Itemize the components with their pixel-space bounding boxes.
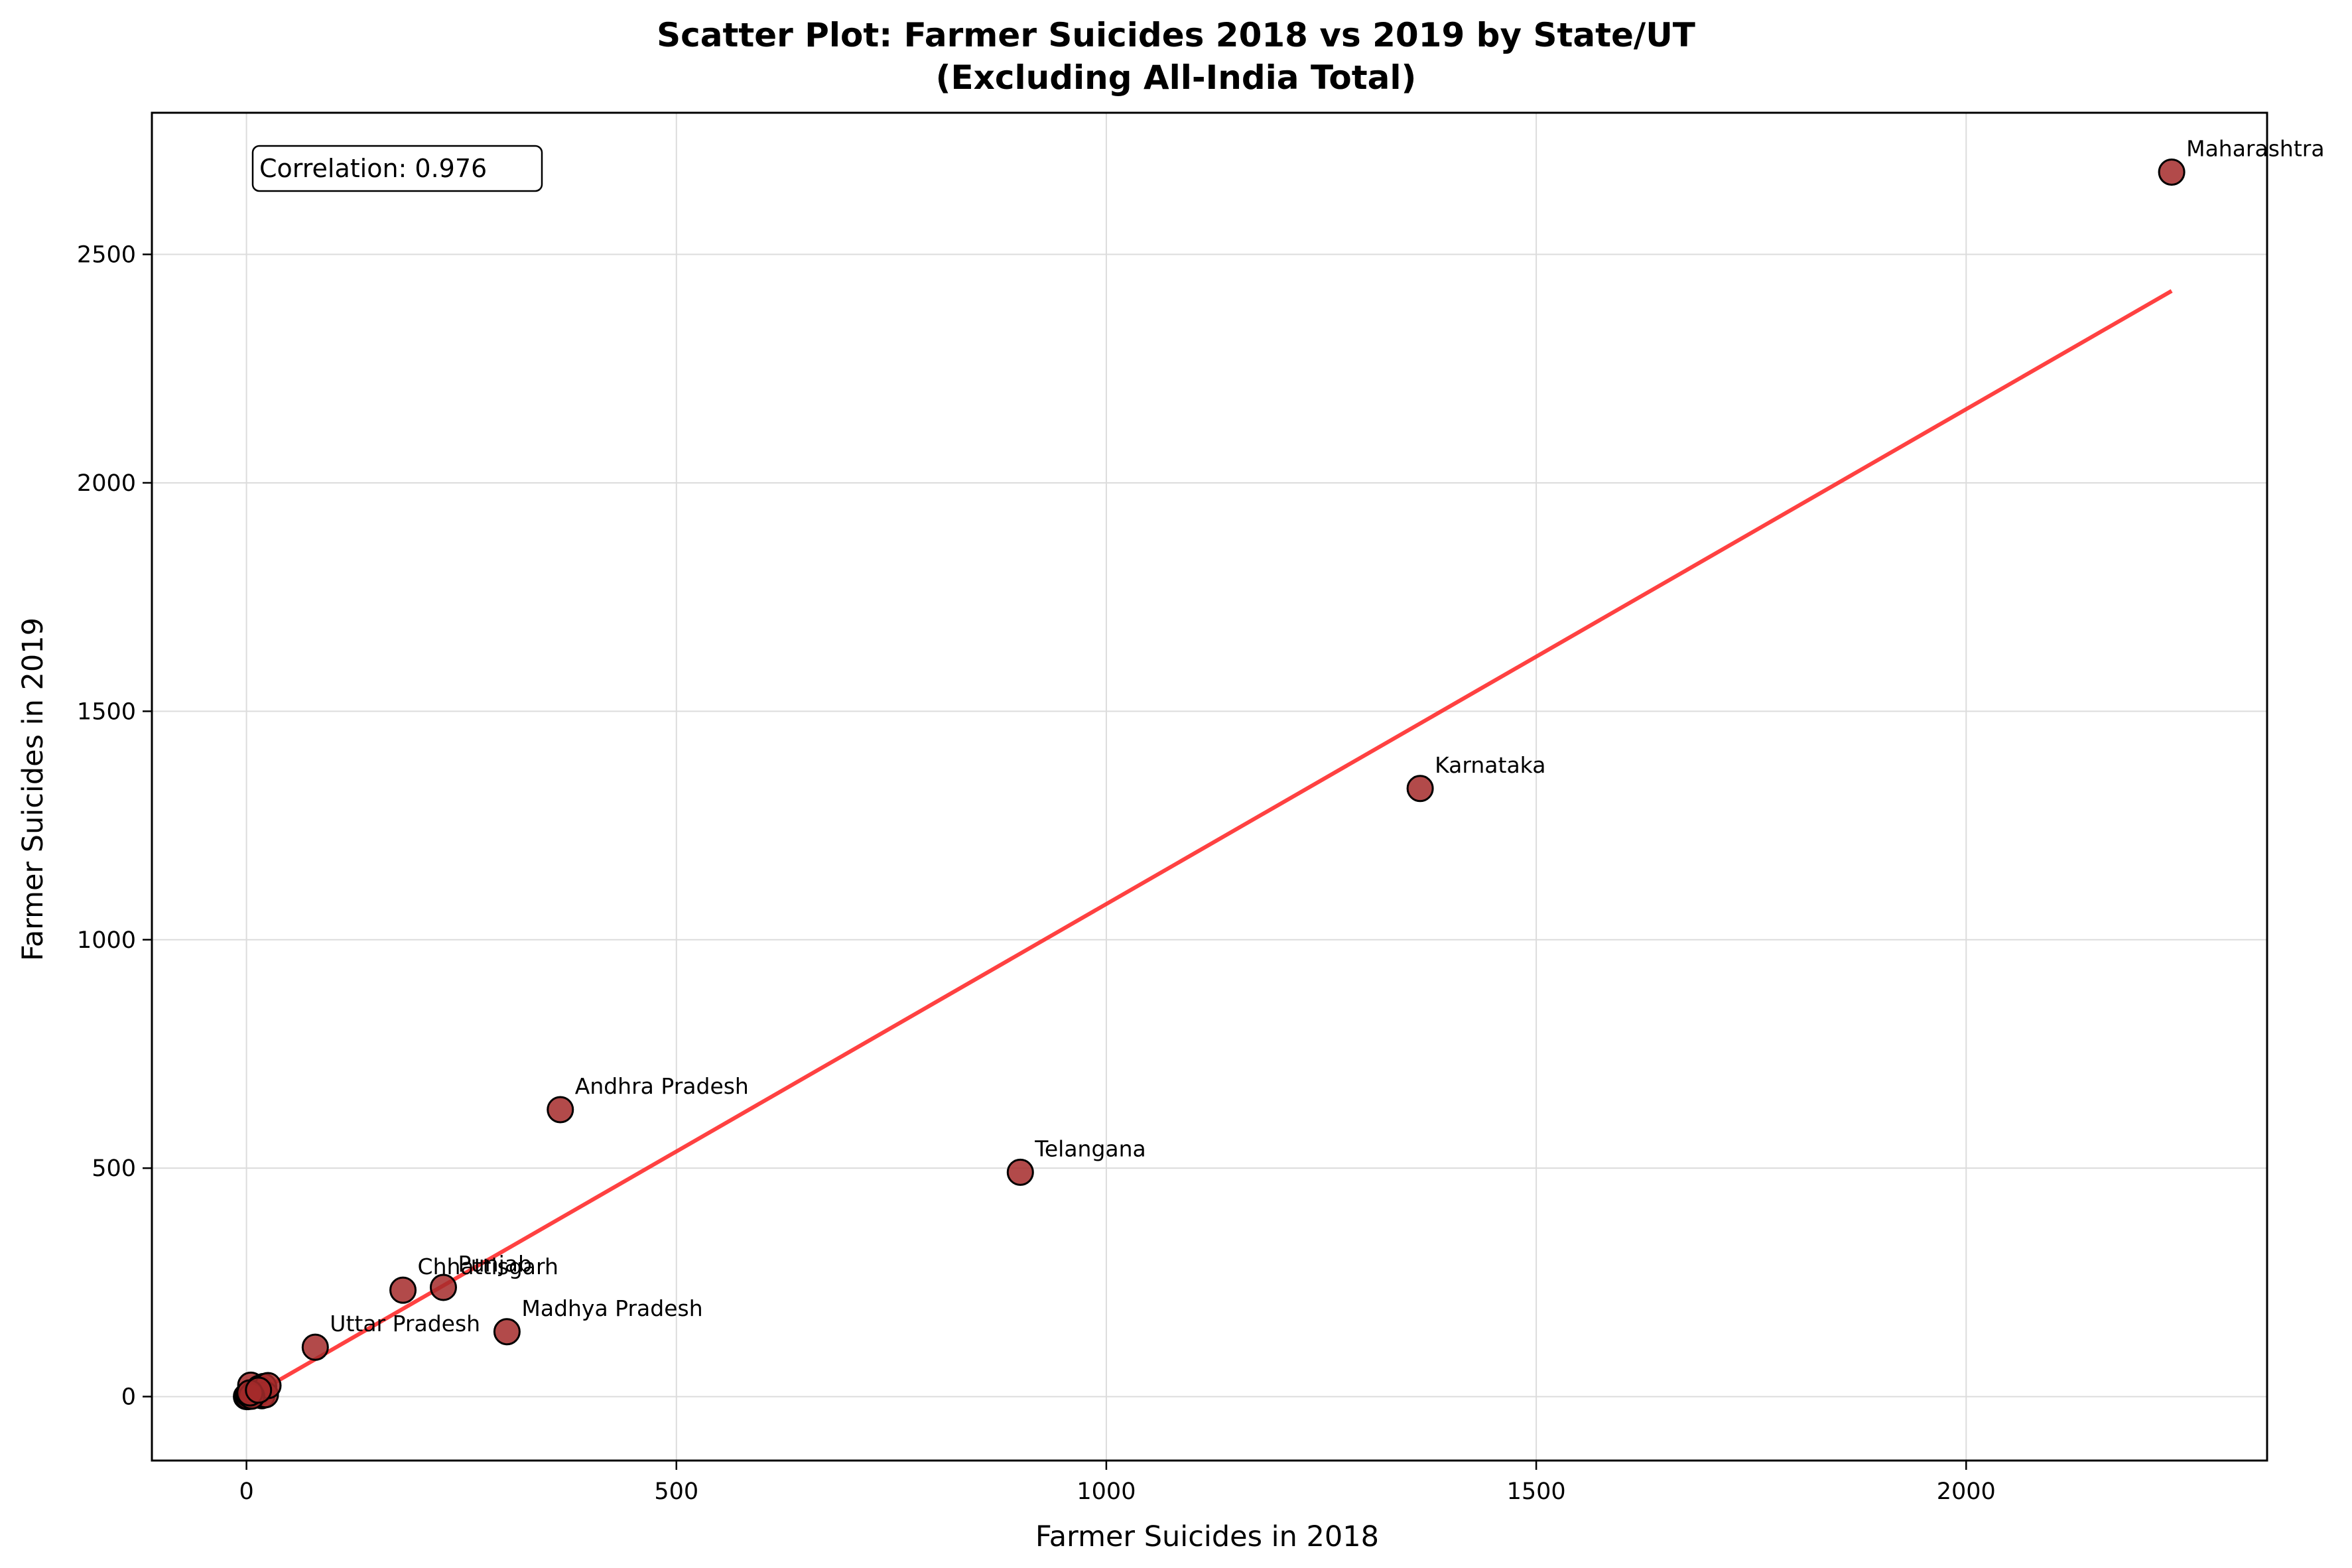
chart-title: Scatter Plot: Farmer Suicides 2018 vs 20… bbox=[657, 16, 1695, 54]
data-point bbox=[2158, 159, 2186, 186]
chart-subtitle: (Excluding All-India Total) bbox=[936, 58, 1417, 97]
y-axis-label: Farmer Suicides in 2019 bbox=[17, 618, 50, 961]
data-point bbox=[245, 1376, 273, 1404]
data-point bbox=[1406, 775, 1434, 803]
point-label: Maharashtra bbox=[2186, 136, 2324, 162]
y-tick-label: 2000 bbox=[77, 470, 136, 497]
x-tick-label: 500 bbox=[654, 1478, 698, 1505]
x-tick-label: 0 bbox=[239, 1478, 253, 1505]
point-label: Punjab bbox=[458, 1251, 532, 1277]
data-point bbox=[1006, 1158, 1034, 1186]
point-label: Uttar Pradesh bbox=[330, 1311, 480, 1337]
data-point bbox=[493, 1318, 521, 1346]
point-label: Karnataka bbox=[1435, 752, 1545, 778]
trend-line-group bbox=[245, 289, 2173, 1401]
point-labels: Maharashtra Karnataka Andhra Pradesh Telang… bbox=[330, 136, 2324, 1337]
correlation-text: Correlation: 0.976 bbox=[259, 154, 487, 183]
point-label: Andhra Pradesh bbox=[575, 1073, 749, 1099]
x-axis-label: Farmer Suicides in 2018 bbox=[1035, 1520, 1379, 1553]
axis-ticks: 0 500 1000 1500 2000 0 500 1000 1500 2000 2500 bbox=[77, 242, 1996, 1505]
data-points bbox=[233, 159, 2186, 1411]
point-label: Madhya Pradesh bbox=[521, 1295, 702, 1321]
plot-frame bbox=[151, 111, 2268, 1462]
data-point bbox=[429, 1274, 457, 1301]
x-tick-label: 1500 bbox=[1507, 1478, 1566, 1505]
data-point bbox=[547, 1096, 574, 1124]
y-tick-label: 2500 bbox=[77, 242, 136, 269]
x-tick-label: 1000 bbox=[1077, 1478, 1136, 1505]
correlation-box: Correlation: 0.976 bbox=[251, 145, 543, 192]
y-tick-label: 500 bbox=[92, 1155, 136, 1182]
trend-line bbox=[245, 289, 2173, 1401]
point-label: Telangana bbox=[1034, 1136, 1145, 1161]
y-tick-label: 0 bbox=[121, 1384, 136, 1411]
x-tick-label: 2000 bbox=[1937, 1478, 1996, 1505]
y-tick-label: 1000 bbox=[77, 927, 136, 954]
y-tick-label: 1500 bbox=[77, 698, 136, 725]
data-point bbox=[301, 1333, 329, 1361]
point-label: Chhattisgarh bbox=[418, 1254, 558, 1279]
correlation-box-frame bbox=[251, 145, 543, 192]
grid bbox=[152, 113, 2267, 1461]
data-point bbox=[389, 1276, 417, 1304]
